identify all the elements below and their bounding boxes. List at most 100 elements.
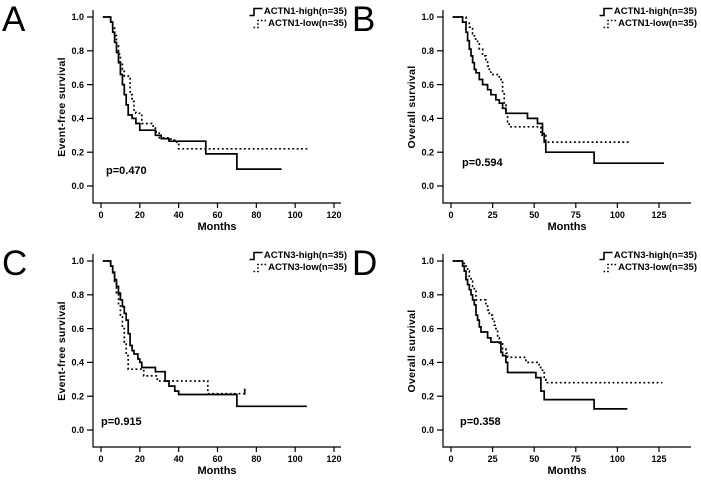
y-tick-label: 0.0 bbox=[71, 181, 84, 191]
solid-step-line-icon bbox=[249, 251, 263, 261]
legend-item-high: ACTN3-high(n=35) bbox=[249, 250, 347, 262]
panel-letter-b: B bbox=[352, 0, 376, 39]
p-value-d: p=0.358 bbox=[460, 416, 501, 428]
y-tick-label: 0.6 bbox=[71, 80, 84, 90]
axis-frame bbox=[92, 254, 341, 448]
y-tick-label: 0.4 bbox=[71, 114, 84, 124]
km-curve-solid bbox=[452, 16, 664, 165]
y-tick-label: 0.8 bbox=[421, 46, 434, 56]
x-tick-label: 50 bbox=[529, 210, 539, 220]
y-tick-label: 0.6 bbox=[71, 324, 84, 334]
km-curve-dotted bbox=[102, 260, 245, 395]
x-axis-label-d: Months bbox=[547, 465, 587, 477]
dotted-step-line-icon bbox=[253, 263, 267, 273]
panel-d: 0.0 0.2 0.4 0.6 0.8 1.0 0 25 50 75 100 125 D Overal… bbox=[350, 244, 701, 488]
x-tick-label: 125 bbox=[651, 210, 666, 220]
legend-label: ACTN3-high(n=35) bbox=[613, 250, 697, 261]
x-tick-label: 40 bbox=[174, 210, 184, 220]
y-axis-label-b: Overall survival bbox=[406, 65, 418, 149]
x-axis-label-c: Months bbox=[197, 465, 237, 477]
legend-item-low: ACTN3-low(n=35) bbox=[599, 262, 697, 274]
dotted-step-line-icon bbox=[603, 19, 617, 29]
km-curve-dotted bbox=[102, 16, 309, 150]
km-curve-solid bbox=[452, 260, 628, 410]
x-tick-label: 0 bbox=[98, 454, 103, 464]
p-value-c: p=0.915 bbox=[101, 416, 142, 428]
panel-letter-a: A bbox=[2, 0, 26, 39]
legend-label: ACTN1-high(n=35) bbox=[263, 6, 347, 17]
y-tick-label: 0.2 bbox=[71, 147, 84, 157]
x-axis-label-b: Months bbox=[547, 221, 587, 233]
y-tick-label: 0.0 bbox=[421, 425, 434, 435]
x-tick-label: 0 bbox=[448, 210, 453, 220]
solid-step-line-icon bbox=[599, 251, 613, 261]
y-tick-label: 0.6 bbox=[421, 324, 434, 334]
y-tick-label: 0.8 bbox=[71, 46, 84, 56]
x-tick-label: 80 bbox=[251, 454, 261, 464]
y-axis-label-a: Event-free survival bbox=[56, 57, 68, 157]
x-tick-label: 25 bbox=[488, 454, 498, 464]
legend-item-low: ACTN1-low(n=35) bbox=[599, 18, 697, 30]
panel-c: 0.0 0.2 0.4 0.6 0.8 1.0 0 20 40 60 80 100 120 C Even… bbox=[0, 244, 351, 488]
x-tick-label: 25 bbox=[488, 210, 498, 220]
km-plot-b: 0.0 0.2 0.4 0.6 0.8 1.0 0 25 50 75 100 125 bbox=[421, 10, 691, 220]
y-tick-label: 1.0 bbox=[71, 256, 84, 266]
x-tick-label: 0 bbox=[98, 210, 103, 220]
panel-b: 0.0 0.2 0.4 0.6 0.8 1.0 0 25 50 75 100 125 B Overal… bbox=[350, 0, 701, 244]
x-tick-label: 50 bbox=[529, 454, 539, 464]
x-tick-label: 125 bbox=[651, 454, 666, 464]
km-plot-d: 0.0 0.2 0.4 0.6 0.8 1.0 0 25 50 75 100 125 bbox=[421, 254, 691, 464]
y-axis-label-d: Overall survival bbox=[406, 309, 418, 393]
y-tick-label: 0.2 bbox=[71, 391, 84, 401]
km-curve-dotted bbox=[452, 260, 663, 384]
y-tick-label: 0.8 bbox=[71, 290, 84, 300]
legend-label: ACTN3-low(n=35) bbox=[618, 261, 697, 273]
km-curve-solid bbox=[102, 260, 307, 408]
y-tick-label: 0.2 bbox=[421, 147, 434, 157]
legend-c: ACTN3-high(n=35) ACTN3-low(n=35) bbox=[249, 250, 347, 273]
legend-label: ACTN3-high(n=35) bbox=[263, 250, 347, 261]
x-tick-label: 100 bbox=[610, 454, 625, 464]
km-plot-c: 0.0 0.2 0.4 0.6 0.8 1.0 0 20 40 60 80 100 120 bbox=[71, 254, 342, 464]
y-tick-label: 0.0 bbox=[71, 425, 84, 435]
y-tick-label: 1.0 bbox=[421, 12, 434, 22]
x-tick-label: 120 bbox=[326, 454, 341, 464]
legend-label: ACTN1-low(n=35) bbox=[618, 17, 697, 29]
legend-item-low: ACTN1-low(n=35) bbox=[249, 18, 347, 30]
km-curve-solid bbox=[102, 16, 282, 170]
x-tick-label: 20 bbox=[135, 454, 145, 464]
legend-item-high: ACTN1-high(n=35) bbox=[599, 6, 697, 18]
legend-b: ACTN1-high(n=35) ACTN1-low(n=35) bbox=[599, 6, 697, 29]
y-tick-label: 0.4 bbox=[71, 358, 84, 368]
y-axis-label-c: Event-free survival bbox=[56, 301, 68, 401]
x-tick-label: 40 bbox=[174, 454, 184, 464]
x-axis-label-a: Months bbox=[197, 221, 237, 233]
y-tick-label: 0.8 bbox=[421, 290, 434, 300]
x-tick-label: 75 bbox=[571, 454, 581, 464]
legend-label: ACTN1-low(n=35) bbox=[268, 17, 347, 29]
x-tick-label: 60 bbox=[212, 454, 222, 464]
x-tick-label: 80 bbox=[251, 210, 261, 220]
x-tick-label: 75 bbox=[571, 210, 581, 220]
y-tick-label: 0.6 bbox=[421, 80, 434, 90]
x-tick-label: 20 bbox=[135, 210, 145, 220]
y-tick-label: 1.0 bbox=[71, 12, 84, 22]
legend-label: ACTN1-high(n=35) bbox=[613, 6, 697, 17]
axis-frame bbox=[442, 254, 691, 448]
x-tick-label: 100 bbox=[288, 454, 303, 464]
x-tick-label: 0 bbox=[448, 454, 453, 464]
solid-step-line-icon bbox=[599, 7, 613, 17]
y-tick-label: 0.4 bbox=[421, 358, 434, 368]
km-plot-a: 0.0 0.2 0.4 0.6 0.8 1.0 0 20 40 60 80 100 120 bbox=[71, 10, 342, 220]
panel-letter-d: D bbox=[352, 244, 378, 283]
p-value-a: p=0.470 bbox=[106, 165, 147, 177]
axis-frame bbox=[442, 10, 691, 204]
legend-a: ACTN1-high(n=35) ACTN1-low(n=35) bbox=[249, 6, 347, 29]
y-tick-label: 0.2 bbox=[421, 391, 434, 401]
solid-step-line-icon bbox=[249, 7, 263, 17]
legend-item-low: ACTN3-low(n=35) bbox=[249, 262, 347, 274]
panel-a: 0.0 0.2 0.4 0.6 0.8 1.0 0 20 40 60 80 100 120 A Even… bbox=[0, 0, 351, 244]
y-tick-label: 0.0 bbox=[421, 181, 434, 191]
y-tick-label: 1.0 bbox=[421, 256, 434, 266]
x-tick-label: 100 bbox=[288, 210, 303, 220]
